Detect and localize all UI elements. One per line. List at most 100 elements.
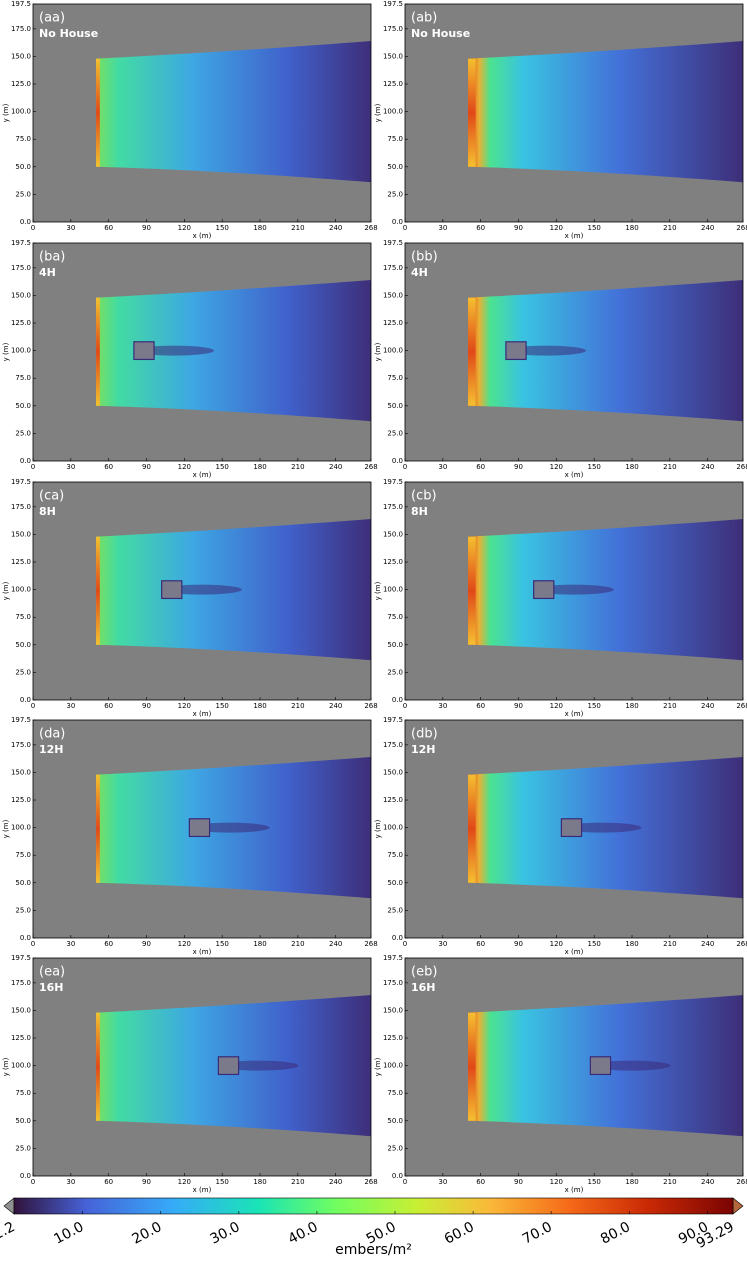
y-tick-label: 150.0 [383, 1006, 403, 1014]
plot-frame [404, 242, 744, 462]
house [161, 580, 183, 600]
y-tick-label: 50.0 [15, 1117, 31, 1125]
x-tick-label: 0 [31, 702, 35, 710]
x-tick-label: 60 [476, 463, 485, 471]
x-tick-label: 240 [701, 224, 714, 232]
ember-plume [96, 40, 372, 183]
x-tick-label: 180 [625, 940, 638, 948]
colorbar-tick-label: 60.0 [442, 1219, 477, 1248]
x-tick-label: 150 [215, 224, 228, 232]
x-tick-label: 268 [364, 1178, 377, 1186]
colorbar-tick-label: 80.0 [598, 1219, 633, 1248]
x-tick-label: 30 [438, 702, 447, 710]
x-tick-label: 150 [215, 463, 228, 471]
y-tick-label: 150.0 [11, 52, 31, 60]
y-tick-label: 0.0 [392, 457, 403, 465]
y-tick-label: 0.0 [20, 1172, 31, 1180]
y-tick-label: 0.0 [392, 696, 403, 704]
panel-title: 4H [411, 266, 428, 279]
colorbar-tick-label: 1.2 [0, 1219, 18, 1244]
y-tick-label: 0.0 [392, 218, 403, 226]
ember-edge [96, 58, 100, 167]
x-tick-label: 180 [253, 940, 266, 948]
plot-frame [32, 957, 372, 1177]
x-tick-label: 120 [178, 940, 191, 948]
x-tick-label: 150 [215, 1178, 228, 1186]
x-axis-label: x (m) [193, 471, 212, 479]
y-tick-label: 25.0 [387, 190, 403, 198]
y-tick-label: 100.0 [383, 824, 403, 832]
y-tick-label: 50.0 [387, 163, 403, 171]
y-tick-label: 100.0 [383, 1062, 403, 1070]
y-tick-label: 197.5 [11, 478, 31, 486]
y-tick-label: 100.0 [11, 108, 31, 116]
y-tick-label: 125.0 [11, 80, 31, 88]
y-tick-label: 125.0 [383, 558, 403, 566]
house [589, 1056, 612, 1076]
x-axis-label: x (m) [565, 232, 584, 240]
y-tick-label: 0.0 [20, 934, 31, 942]
x-tick-label: 120 [550, 224, 563, 232]
y-tick-label: 75.0 [15, 1089, 31, 1097]
x-tick-label: 180 [625, 463, 638, 471]
x-tick-label: 268 [736, 463, 747, 471]
panel-label: (ba) [39, 250, 65, 265]
y-tick-label: 50.0 [15, 402, 31, 410]
x-axis-label: x (m) [193, 710, 212, 718]
y-tick-label: 197.5 [11, 0, 31, 8]
ember-plume [468, 40, 743, 183]
x-axis-label: x (m) [565, 471, 584, 479]
x-tick-label: 30 [438, 1178, 447, 1186]
y-axis-label: y (m) [374, 819, 382, 838]
panel-label: (ab) [411, 11, 437, 26]
panel-title: 8H [411, 505, 428, 518]
x-tick-label: 268 [364, 224, 377, 232]
x-axis-label: x (m) [193, 948, 212, 956]
y-tick-label: 50.0 [15, 879, 31, 887]
x-axis-label: x (m) [565, 948, 584, 956]
x-tick-label: 90 [142, 1178, 151, 1186]
colorbar [13, 1197, 734, 1215]
x-tick-label: 0 [403, 702, 407, 710]
x-tick-label: 0 [403, 940, 407, 948]
y-tick-label: 25.0 [15, 190, 31, 198]
panel-title: No House [39, 27, 98, 40]
x-axis-label: x (m) [565, 1186, 584, 1194]
x-tick-label: 210 [291, 1178, 304, 1186]
ember-edge [96, 297, 100, 406]
x-tick-label: 0 [403, 463, 407, 471]
x-tick-label: 240 [701, 940, 714, 948]
y-tick-label: 150.0 [11, 291, 31, 299]
x-tick-label: 30 [66, 1178, 75, 1186]
x-tick-label: 120 [550, 1178, 563, 1186]
x-tick-label: 180 [625, 1178, 638, 1186]
x-tick-label: 150 [215, 940, 228, 948]
colorbar-min-extend [3, 1197, 15, 1215]
y-tick-label: 25.0 [387, 668, 403, 676]
ember-edge [96, 1012, 100, 1121]
x-tick-label: 90 [514, 940, 523, 948]
colorbar-max-extend [732, 1197, 744, 1215]
panel-title: 12H [39, 743, 64, 756]
y-tick-label: 100.0 [383, 108, 403, 116]
ember-plume [468, 279, 743, 422]
ember-edge [468, 58, 476, 167]
ember-edge [96, 774, 100, 883]
y-tick-label: 175.0 [383, 741, 403, 749]
x-tick-label: 0 [31, 1178, 35, 1186]
colorbar-label: embers/m² [335, 1242, 412, 1258]
x-tick-label: 268 [364, 702, 377, 710]
x-tick-label: 60 [104, 463, 113, 471]
panel-label: (da) [39, 727, 65, 742]
y-tick-label: 197.5 [383, 0, 403, 8]
panel-label: (cb) [411, 489, 437, 504]
panel-label: (db) [411, 727, 438, 742]
x-tick-label: 120 [550, 463, 563, 471]
x-tick-label: 120 [550, 702, 563, 710]
panel-title: 4H [39, 266, 56, 279]
y-tick-label: 150.0 [383, 530, 403, 538]
x-tick-label: 150 [215, 702, 228, 710]
y-tick-label: 125.0 [383, 1034, 403, 1042]
x-tick-label: 180 [625, 224, 638, 232]
y-tick-label: 50.0 [15, 641, 31, 649]
